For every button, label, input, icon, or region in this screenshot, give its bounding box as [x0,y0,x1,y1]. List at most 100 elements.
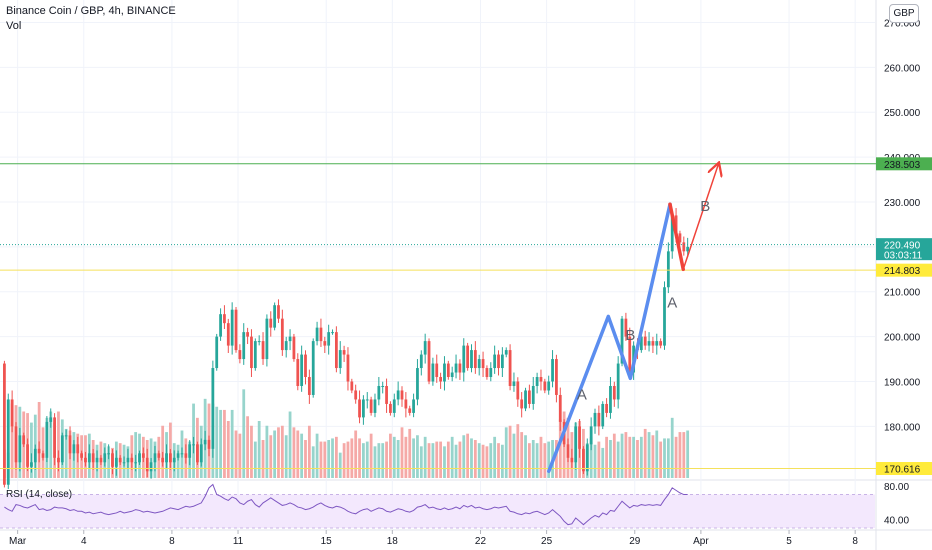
time-tick-label: 29 [629,536,641,547]
candle-body [551,359,554,382]
candle-body [389,403,392,413]
candle-body [68,435,72,454]
candlesticks [3,208,690,489]
volume-bar [277,427,280,478]
candle-body [253,341,257,369]
volume-bar [219,409,222,478]
volume-bar [373,446,377,478]
candle-body [524,390,527,409]
candle-body [466,345,470,369]
volume-bar [639,436,643,478]
volume-bar [555,440,558,478]
candle-body [280,318,284,351]
candle-body [651,341,655,346]
candle-body [246,332,249,337]
candle-body [107,453,111,455]
candle-body [593,412,597,427]
candle-body [184,453,188,458]
candle-body [396,390,400,400]
volume-bar [37,402,41,478]
candle-body [3,363,6,485]
wave-label: B [625,327,635,344]
volume-bar [666,438,670,478]
rsi-pane [0,483,875,529]
volume-bar [215,406,219,478]
volume-bar [485,446,489,478]
candle-body [203,439,207,445]
candle-body [489,368,493,378]
price-marker-label: 214.803 [884,266,921,277]
volume-bar [358,438,361,478]
candle-body [91,453,95,463]
candle-body [362,399,365,418]
chart-legend: Binance Coin / GBP, 4h, BINANCE Vol [6,4,176,34]
candle-body [408,408,412,413]
wave-annotations: A B A B [577,198,710,404]
candle-body [72,444,76,454]
volume-bar [354,430,358,478]
currency-button[interactable]: GBP [889,4,919,23]
volume-bar [500,444,504,478]
volume-bar [334,436,338,478]
volume-bar [300,433,304,478]
candle-body [427,341,431,382]
volume-bar [327,440,331,478]
candle-body [516,381,520,400]
volume-bar [416,435,419,478]
volume-bar [473,440,477,478]
candle-body [49,417,53,422]
volume-bar [504,427,508,478]
volume-bar [234,430,238,478]
candle-body [199,444,203,463]
candle-body [446,363,450,378]
volume-bar [655,430,659,478]
volume-bar [64,428,68,478]
candle-body [547,381,551,391]
candle-body [288,336,292,342]
volume-bar [443,446,446,478]
time-tick-label: Mar [9,536,27,547]
candle-body [578,426,581,449]
candle-body [443,363,446,382]
candle-body [497,354,500,369]
candle-body [22,435,26,445]
volume-bar [315,433,319,478]
volume-bar [284,435,288,478]
candle-body [307,377,311,395]
volume-bar [338,452,342,478]
candle-body [458,363,462,373]
candle-body [601,403,605,427]
candle-body [257,341,261,343]
candle-body [114,457,118,467]
volume-bar [493,436,497,478]
volume-bar [10,403,14,478]
volume-bar [161,425,165,478]
candle-body [60,435,64,463]
price-tick-label: 210.000 [884,288,921,299]
candle-body [334,332,338,369]
candle-body [161,457,165,463]
volume-bar [400,427,404,478]
candle-body [346,354,350,382]
candle-body [149,462,153,472]
volume-bar [454,444,458,478]
candle-body [365,399,369,401]
wave-label: A [577,386,587,403]
price-marker-countdown: 03:03:11 [884,251,923,262]
candle-body [6,399,10,485]
candle-body [655,341,659,346]
candle-body [373,399,377,413]
candle-body [674,215,678,234]
candle-body [53,417,56,458]
volume-bar [636,440,639,478]
volume-bar [682,432,686,478]
candle-body [277,305,280,319]
candle-body [223,314,226,324]
candle-body [14,426,18,463]
volume-bar [49,411,53,478]
volume-bar [516,424,520,478]
candle-body [234,309,238,351]
volume-bar [678,432,682,478]
